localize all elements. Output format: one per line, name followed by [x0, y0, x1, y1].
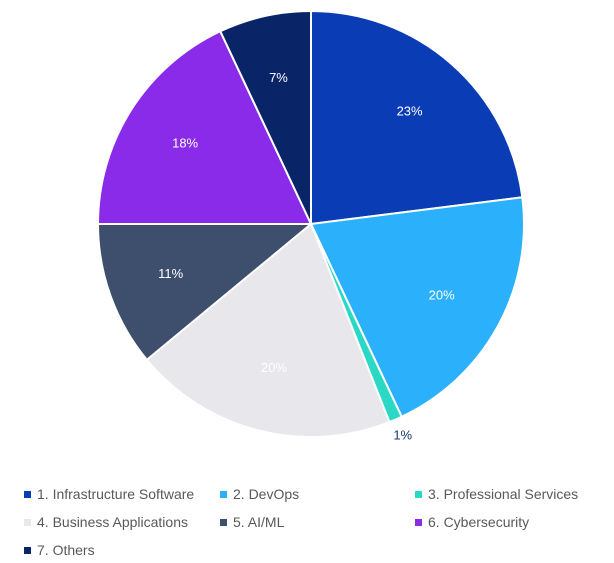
legend-swatch	[220, 518, 227, 526]
pie-chart: 23% 20% 1% 20% 11% 18% 7%	[96, 9, 525, 442]
pie-slice-infrastructure-software	[310, 9, 524, 226]
legend-swatch	[220, 490, 227, 498]
chart-legend: 1. Infrastructure Software 2. DevOps 3. …	[24, 486, 604, 562]
data-label-ai-ml: 11%	[158, 266, 183, 281]
pie-slice-others	[218, 9, 312, 225]
legend-swatch	[415, 490, 422, 498]
legend-item-devops: 2. DevOps	[220, 486, 299, 502]
legend-item-professional-services: 3. Professional Services	[415, 486, 578, 502]
legend-swatch	[24, 546, 31, 554]
data-label-others: 7%	[269, 70, 288, 85]
pie-slice-devops	[309, 196, 525, 419]
legend-label: 6. Cybersecurity	[428, 514, 530, 530]
data-label-infrastructure-software: 23%	[397, 104, 423, 119]
legend-label: 4. Business Applications	[37, 514, 188, 530]
data-label-business-applications: 20%	[261, 360, 287, 375]
legend-swatch	[24, 518, 31, 526]
legend-item-ai-ml: 5. AI/ML	[220, 514, 284, 530]
pie-slice-business-applications	[145, 222, 391, 438]
legend-label: 5. AI/ML	[233, 514, 285, 530]
data-label-professional-services: 1%	[393, 427, 412, 442]
pie-slice-cybersecurity	[96, 29, 313, 225]
pie-slice-ai-ml	[96, 223, 314, 362]
legend-item-infrastructure-software: 1. Infrastructure Software	[24, 486, 194, 502]
legend-swatch	[24, 490, 31, 498]
data-label-cybersecurity: 18%	[172, 136, 198, 151]
legend-item-business-applications: 4. Business Applications	[24, 514, 188, 530]
legend-item-cybersecurity: 6. Cybersecurity	[415, 514, 529, 530]
legend-label: 7. Others	[37, 542, 95, 558]
legend-label: 1. Infrastructure Software	[37, 486, 195, 502]
legend-item-others: 7. Others	[24, 542, 95, 558]
legend-label: 2. DevOps	[233, 486, 300, 502]
legend-swatch	[415, 518, 422, 526]
legend-label: 3. Professional Services	[428, 486, 579, 502]
data-label-devops: 20%	[429, 287, 455, 302]
